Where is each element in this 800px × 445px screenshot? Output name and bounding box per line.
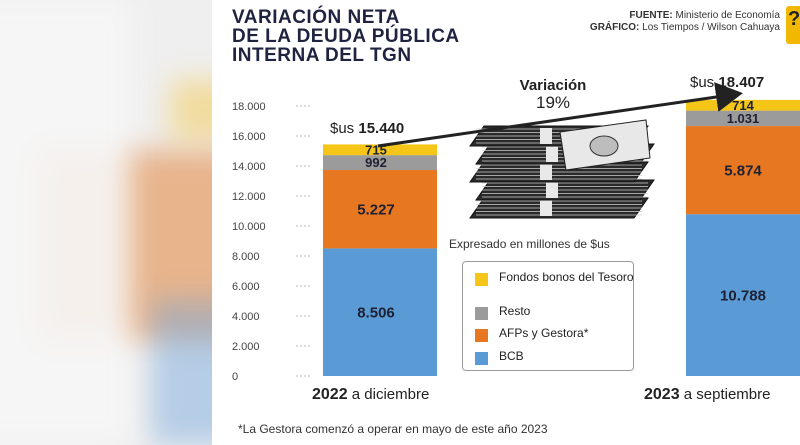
band: [540, 200, 552, 216]
chart-title: VARIACIÓN NETA DE LA DEUDA PÚBLICA INTER…: [232, 8, 460, 65]
bar-segment-bcb: [686, 214, 800, 376]
y-tick-label: 12.000: [232, 191, 266, 203]
data-label: 10.788: [720, 287, 766, 304]
data-label: 5.227: [357, 202, 395, 219]
total-label-2023: $us 18.407: [690, 74, 765, 91]
variation-annotation: Variación 19%: [498, 78, 608, 112]
title-line: INTERNA DEL TGN: [232, 45, 412, 66]
variation-value: 19%: [535, 93, 571, 112]
title-line: DE LA DEUDA PÚBLICA: [232, 26, 460, 47]
variation-arrow: [377, 82, 743, 148]
x-label-2022: 2022 a diciembre: [312, 386, 430, 403]
data-label: 5.874: [724, 163, 762, 180]
legend-swatch: [475, 329, 488, 342]
y-tick-label: 4.000: [232, 311, 260, 323]
y-tick-label: 8.000: [232, 251, 260, 263]
y-tick-label: 2.000: [232, 341, 260, 353]
variation-label: Variación: [519, 77, 587, 94]
bar-segment-bcb: [323, 248, 437, 376]
y-axis: 0 2.000 4.000 6.000 8.000 10.000 12.000 14.000 1…: [232, 101, 310, 383]
y-tick-label: 16.000: [232, 131, 266, 143]
legend-swatch: [475, 352, 488, 365]
banknote-portrait: [589, 135, 619, 157]
bar-segment-fondos: [323, 144, 437, 156]
credits: FUENTE: Ministerio de Economía GRÁFICO: …: [590, 10, 780, 34]
data-label: 714: [732, 98, 754, 113]
y-tick-label: 6.000: [232, 281, 260, 293]
band: [546, 146, 558, 162]
x-label-2023: 2023 a septiembre: [644, 386, 771, 403]
band: [546, 182, 558, 198]
blurred-background: [0, 0, 212, 445]
footnote: *La Gestora comenzó a operar en mayo de …: [238, 422, 548, 436]
bar-segment-fondos: [686, 99, 800, 111]
title-line: VARIACIÓN NETA: [232, 7, 400, 28]
money-stack-icon: [469, 119, 655, 219]
data-label: 992: [365, 155, 387, 170]
total-label-2022: $us 15.440: [330, 120, 405, 137]
legend-swatch: [475, 273, 488, 286]
data-label: 1.031: [727, 111, 760, 126]
data-label: 8.506: [357, 305, 395, 322]
bar-segment-resto: [323, 155, 437, 171]
y-tick-label: 14.000: [232, 161, 266, 173]
graphic-value: Los Tiempos / Wilson Cahuaya: [642, 22, 780, 33]
y-tick-label: 10.000: [232, 221, 266, 233]
band: [540, 128, 552, 144]
y-tick-label: 0: [232, 371, 238, 383]
y-tick-label: 18.000: [232, 101, 266, 113]
band: [540, 164, 552, 180]
bar-segment-afps: [686, 126, 800, 215]
legend-swatch: [475, 307, 488, 320]
publisher-logo-icon: ?: [786, 6, 800, 44]
source-value: Ministerio de Economía: [675, 10, 781, 21]
bar-segment-afps: [323, 170, 437, 249]
bar-segment-resto: [686, 110, 800, 127]
graphic-label: GRÁFICO:: [589, 22, 640, 33]
legend: Fondos bonos del Tesoro Resto AFPs y Ges…: [462, 261, 634, 371]
units-note: Expresado en millones de $us: [449, 237, 610, 251]
source-label: FUENTE:: [629, 10, 673, 21]
